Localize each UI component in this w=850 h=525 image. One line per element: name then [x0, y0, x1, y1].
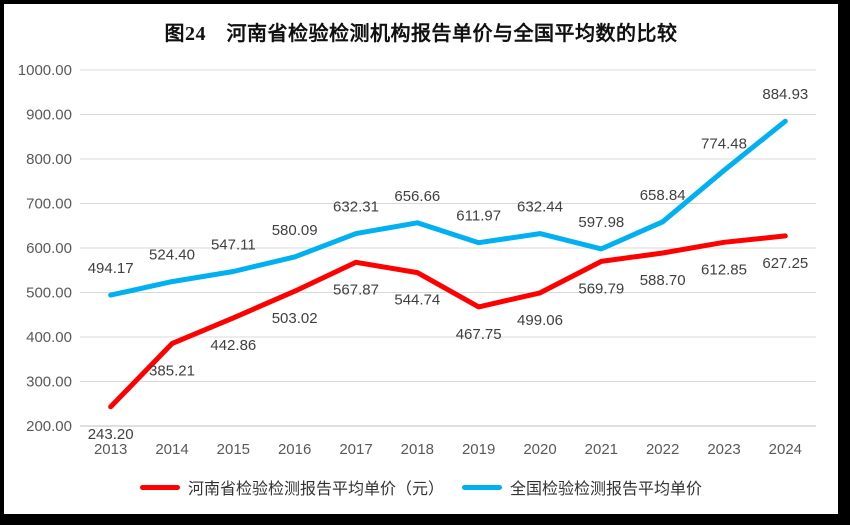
henan-value-label: 588.70 [640, 272, 686, 289]
henan-value-label: 544.74 [394, 292, 440, 309]
y-axis-tick-label: 500.00 [26, 285, 72, 302]
x-axis-tick-label: 2020 [523, 441, 556, 458]
x-axis-tick-label: 2018 [401, 441, 434, 458]
henan-value-label: 569.79 [578, 280, 624, 297]
y-axis-tick-label: 700.00 [26, 196, 72, 213]
x-axis-tick-label: 2022 [646, 441, 679, 458]
henan-value-label: 612.85 [701, 261, 747, 278]
x-axis-tick-label: 2021 [585, 441, 618, 458]
henan-value-label: 385.21 [149, 363, 195, 380]
national-value-label: 774.48 [701, 135, 747, 152]
henan-value-label: 467.75 [456, 326, 502, 343]
national-value-label: 656.66 [394, 188, 440, 205]
henan-series-line [108, 233, 788, 410]
y-axis-tick-label: 300.00 [26, 374, 72, 391]
national-value-label: 632.44 [517, 199, 563, 216]
henan-value-label: 627.25 [762, 255, 808, 272]
x-axis-tick-label: 2015 [217, 441, 250, 458]
legend-label: 全国检验检测报告平均单价 [510, 481, 703, 498]
national-value-label: 580.09 [272, 222, 318, 239]
henan-value-label: 567.87 [333, 281, 379, 298]
y-axis-tick-label: 200.00 [26, 418, 72, 435]
chart-legend: 河南省检验检测报告平均单价（元） 全国检验检测报告平均单价 [4, 474, 838, 500]
henan-value-label: 503.02 [272, 310, 318, 327]
national-value-label: 658.84 [640, 187, 686, 204]
x-axis-tick-label: 2024 [769, 441, 802, 458]
legend-line-swatch [139, 484, 180, 490]
legend-item-national: 全国检验检测报告平均单价 [462, 475, 702, 499]
legend-line-swatch [462, 484, 502, 490]
x-axis-tick-label: 2023 [707, 441, 740, 458]
legend-label: 河南省检验检测报告平均单价（元） [187, 481, 444, 498]
x-axis-tick-label: 2016 [278, 441, 311, 458]
henan-value-label: 442.86 [210, 337, 256, 354]
national-value-label: 547.11 [211, 237, 256, 254]
national-value-label: 611.97 [456, 208, 501, 225]
henan-value-label: 243.20 [88, 426, 134, 443]
y-axis-tick-label: 800.00 [26, 151, 72, 168]
national-value-label: 597.98 [578, 214, 624, 231]
x-axis-tick-label: 2019 [462, 441, 495, 458]
x-axis-tick-label: 2017 [339, 441, 372, 458]
x-axis-tick-label: 2014 [155, 441, 188, 458]
national-value-label: 632.31 [333, 199, 379, 216]
y-axis-tick-label: 400.00 [26, 329, 72, 346]
line-chart-plot: 200.00 300.00 400.00 500.00 600.00 700.00 800.… [18, 62, 816, 458]
national-series-line [108, 118, 788, 298]
y-axis-tick-label: 900.00 [26, 107, 72, 124]
x-axis-tick-label: 2013 [94, 441, 127, 458]
henan-value-label: 499.06 [517, 312, 563, 329]
y-axis-tick-label: 600.00 [26, 240, 72, 257]
national-value-label: 884.93 [762, 86, 808, 103]
legend-item-henan: 河南省检验检测报告平均单价（元） [139, 475, 444, 499]
national-value-label: 524.40 [149, 247, 195, 264]
chart-title: 图24 河南省检验检测机构报告单价与全国平均数的比较 [164, 23, 678, 45]
national-value-label: 494.17 [88, 260, 134, 277]
y-axis-tick-label: 1000.00 [18, 62, 72, 79]
